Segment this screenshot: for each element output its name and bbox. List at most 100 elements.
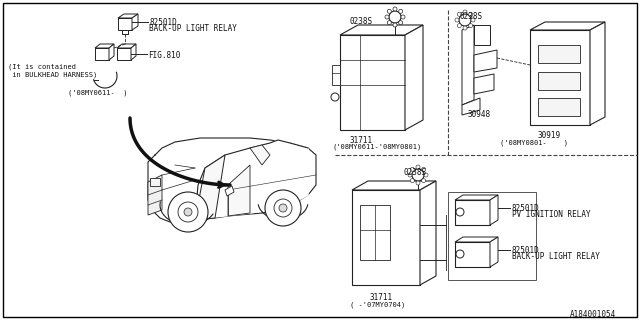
Bar [538,98,580,116]
Text: ('08MY0801-    ): ('08MY0801- ) [500,139,568,146]
Text: ('08MY0611-'08MY0801): ('08MY0611-'08MY0801) [332,144,421,150]
Polygon shape [490,195,498,225]
Bar [448,192,536,280]
Text: ( -'07MY0704): ( -'07MY0704) [350,301,405,308]
Text: A184001054: A184001054 [570,310,616,319]
Bar [538,45,580,63]
Polygon shape [340,35,405,130]
Circle shape [468,24,473,28]
Bar [360,205,390,260]
Text: BACK-UP LIGHT RELAY: BACK-UP LIGHT RELAY [149,24,237,33]
Polygon shape [530,30,590,125]
Polygon shape [352,181,436,190]
Polygon shape [118,14,138,18]
Circle shape [463,26,467,30]
Text: 0238S: 0238S [404,168,427,177]
Text: PV IGNITION RELAY: PV IGNITION RELAY [512,210,591,219]
Polygon shape [195,155,225,220]
Text: 0238S: 0238S [460,12,483,21]
Circle shape [422,179,426,183]
Circle shape [387,9,391,13]
Polygon shape [462,98,480,115]
Polygon shape [117,48,131,60]
Polygon shape [490,237,498,267]
Polygon shape [474,50,497,72]
Text: BACK-UP LIGHT RELAY: BACK-UP LIGHT RELAY [512,252,600,261]
Circle shape [265,190,301,226]
Circle shape [184,208,192,216]
Circle shape [459,14,471,26]
Polygon shape [420,181,436,285]
Polygon shape [148,138,316,222]
Polygon shape [109,44,114,60]
Text: ('08MY0611-  ): ('08MY0611- ) [68,90,127,97]
Text: 82501D: 82501D [149,18,177,27]
Circle shape [463,10,467,14]
Polygon shape [474,25,490,45]
Circle shape [416,165,420,169]
Circle shape [393,7,397,11]
Circle shape [455,18,459,22]
Circle shape [279,204,287,212]
Polygon shape [132,14,138,30]
Circle shape [331,93,339,101]
Polygon shape [118,18,132,30]
Polygon shape [352,190,420,285]
Polygon shape [405,25,423,130]
Polygon shape [455,200,490,225]
Circle shape [424,173,428,177]
Text: 31711: 31711 [350,136,373,145]
Polygon shape [455,195,498,200]
Circle shape [274,199,292,217]
Circle shape [412,169,424,181]
Polygon shape [590,22,605,125]
Circle shape [168,192,208,232]
Circle shape [178,202,198,222]
Circle shape [458,12,461,16]
Circle shape [416,181,420,185]
Circle shape [471,18,475,22]
Polygon shape [332,65,340,85]
Circle shape [399,21,403,25]
Circle shape [389,11,401,23]
Polygon shape [225,186,234,196]
Polygon shape [148,175,162,215]
Circle shape [408,173,412,177]
Text: 31711: 31711 [370,293,393,302]
Circle shape [401,15,405,19]
Text: 82501D: 82501D [512,246,540,255]
Polygon shape [131,44,136,60]
Text: 30919: 30919 [538,131,561,140]
Text: 30948: 30948 [467,110,490,119]
Circle shape [410,167,414,171]
Circle shape [387,21,391,25]
Text: 0238S: 0238S [349,17,372,26]
Circle shape [385,15,389,19]
Polygon shape [250,145,270,165]
Text: in BULKHEAD HARNESS): in BULKHEAD HARNESS) [8,72,97,78]
Polygon shape [95,44,114,48]
Polygon shape [455,242,490,267]
Polygon shape [455,237,498,242]
Text: (It is contained: (It is contained [8,64,76,70]
Polygon shape [117,44,136,48]
Bar [538,72,580,90]
Circle shape [458,24,461,28]
Circle shape [399,9,403,13]
Bar [150,178,160,186]
Circle shape [422,167,426,171]
Polygon shape [530,22,605,30]
Polygon shape [228,165,250,216]
Circle shape [456,250,464,258]
Polygon shape [340,25,423,35]
Polygon shape [462,25,474,105]
Polygon shape [474,74,494,94]
Circle shape [410,179,414,183]
Text: 82501D: 82501D [512,204,540,213]
Polygon shape [195,140,308,220]
Circle shape [393,23,397,27]
Circle shape [456,208,464,216]
Circle shape [468,12,473,16]
Polygon shape [122,30,128,34]
Text: FIG.810: FIG.810 [148,51,180,60]
